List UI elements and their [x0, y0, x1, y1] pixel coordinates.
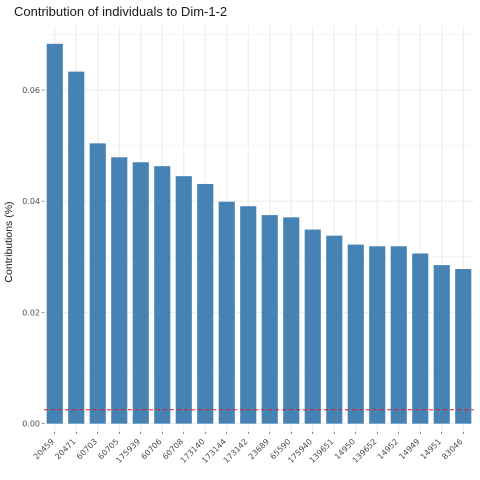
x-tick-label: 23689 [247, 437, 271, 461]
bar-60705 [111, 157, 128, 424]
bar-83046 [455, 269, 472, 424]
chart-title: Contribution of individuals to Dim-1-2 [14, 4, 228, 19]
bars [46, 43, 472, 424]
y-tick-label: 0.04 [22, 197, 40, 206]
bar-173142 [240, 206, 257, 424]
bar-23689 [261, 215, 278, 424]
y-tick-label: 0.06 [22, 86, 40, 95]
bar-14951 [433, 265, 450, 424]
bar-173140 [197, 183, 214, 424]
x-tick-label: 20471 [53, 437, 77, 461]
bar-60706 [154, 166, 171, 424]
bar-60708 [175, 176, 192, 424]
x-tick-label: 14949 [397, 437, 421, 461]
bar-14949 [412, 253, 429, 424]
x-tick-label: 14951 [419, 437, 443, 461]
y-tick-label: 0.02 [22, 308, 40, 317]
x-tick-label: 14952 [376, 437, 400, 461]
bar-14950 [347, 244, 364, 424]
bar-173144 [218, 201, 235, 424]
bar-14952 [390, 246, 407, 424]
bar-175939 [132, 162, 149, 424]
bar-65590 [283, 217, 300, 424]
x-tick-label: 60706 [139, 437, 163, 461]
x-tick-label: 83046 [440, 437, 464, 461]
bar-60703 [89, 143, 106, 424]
bar-20459 [46, 43, 63, 424]
y-axis-ticks: 0.00 0.02 0.04 0.06 [22, 86, 44, 429]
x-tick-label: 20459 [32, 437, 56, 461]
bar-175940 [304, 229, 321, 424]
x-axis-ticks: 2045920471607036070517593960706607081731… [32, 432, 465, 465]
y-axis-title: Contributions (%) [3, 201, 15, 282]
bar-139652 [369, 246, 386, 424]
y-tick-label: 0.00 [22, 420, 40, 429]
grid-lines [44, 26, 474, 432]
bar-139651 [326, 235, 343, 424]
x-tick-label: 60703 [75, 437, 99, 461]
bar-20471 [68, 71, 85, 424]
